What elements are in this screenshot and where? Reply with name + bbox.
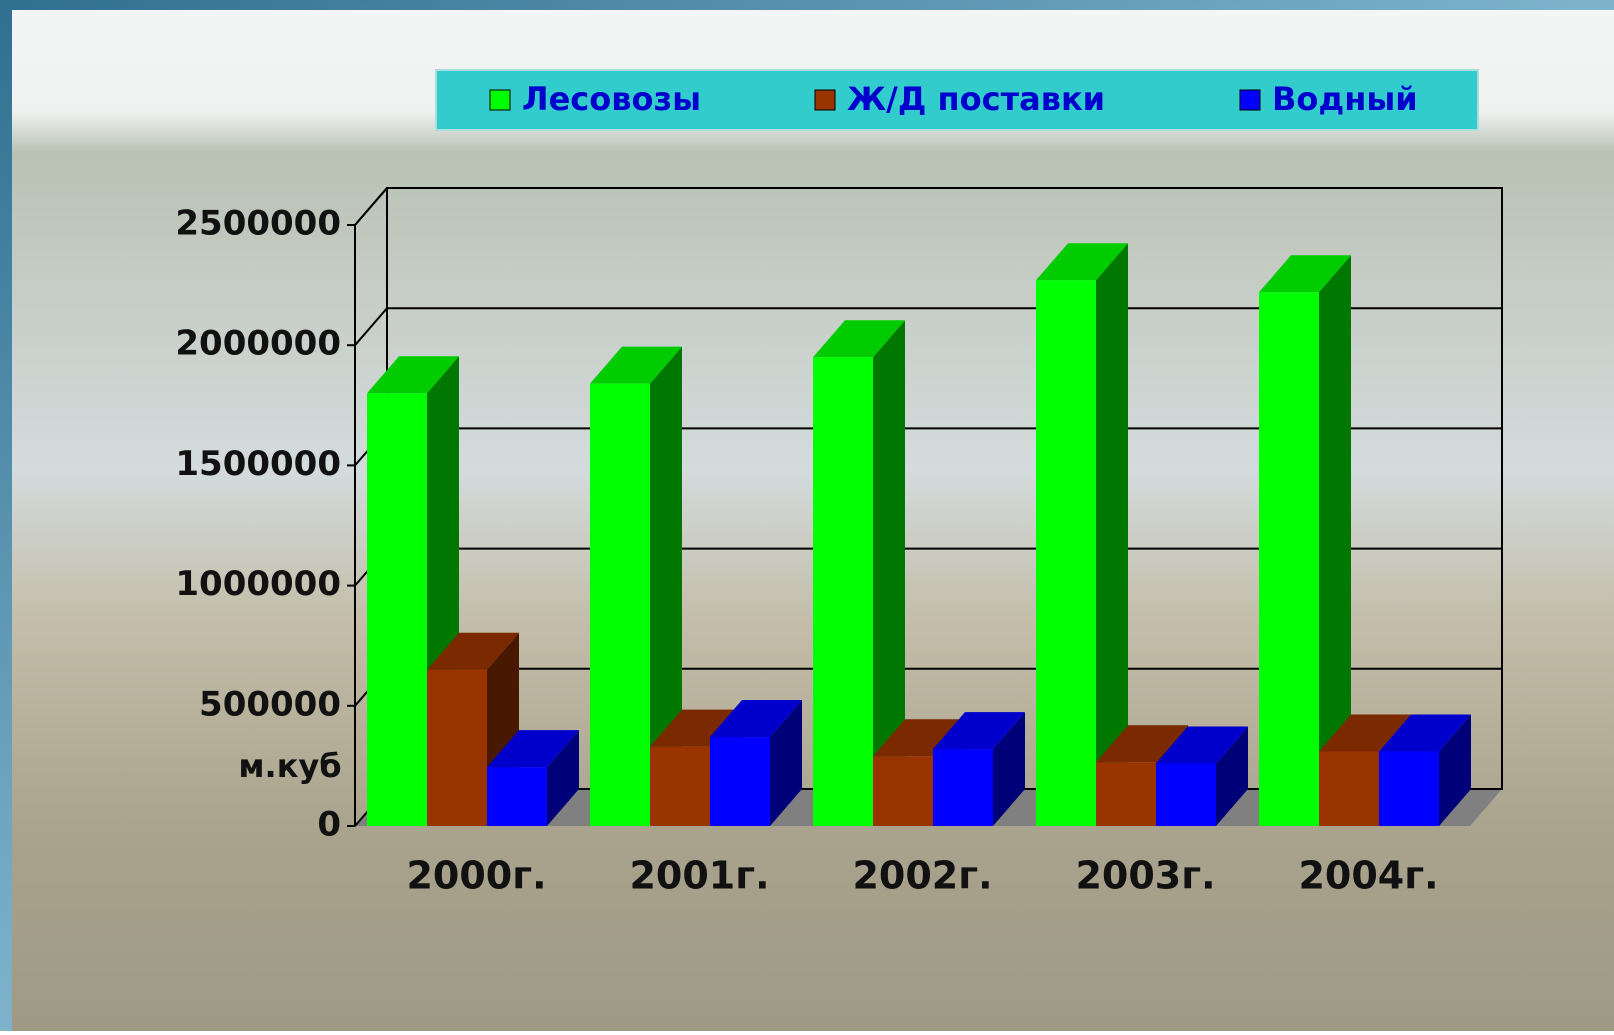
bar	[1156, 763, 1216, 826]
legend-box	[435, 69, 1479, 131]
bar	[650, 746, 710, 826]
bar	[487, 767, 547, 826]
bar-top	[1156, 726, 1248, 764]
x-tick-label: 2001г.	[629, 854, 769, 898]
y-tick-label: 1500000	[175, 444, 341, 484]
grid-line	[354, 187, 388, 226]
y-tick-label: 1000000	[175, 564, 341, 604]
y-tick-label: 500000	[199, 684, 341, 724]
legend-swatch	[1239, 89, 1261, 111]
y-axis-label: м.куб	[238, 747, 341, 785]
x-tick-label: 2002г.	[852, 854, 992, 898]
bar	[427, 669, 487, 826]
y-tick-label: 2000000	[175, 324, 341, 364]
bar	[933, 749, 993, 826]
legend-label: Водный	[1272, 80, 1418, 118]
bar	[367, 393, 427, 826]
bar-top	[1096, 725, 1188, 763]
bar-side	[1216, 726, 1248, 826]
y-tick-label: 2500000	[175, 204, 341, 244]
bar-side	[650, 346, 682, 826]
bar-top	[650, 709, 742, 747]
bar-side	[547, 730, 579, 826]
bar-top	[1036, 243, 1128, 281]
legend-label: Лесовозы	[522, 80, 701, 118]
bar-top	[487, 730, 579, 768]
bar-side	[1096, 243, 1128, 827]
bar	[1319, 751, 1379, 826]
bar	[1379, 751, 1439, 826]
bar	[1036, 280, 1096, 826]
bar-side	[1439, 714, 1471, 826]
bar	[1259, 292, 1319, 826]
bar-side	[873, 320, 905, 826]
bar-side	[1319, 255, 1351, 826]
bar	[1096, 762, 1156, 826]
x-tick-label: 2003г.	[1075, 854, 1215, 898]
x-tick-label: 2000г.	[406, 854, 546, 898]
bar-side	[770, 700, 802, 826]
bar-top	[1259, 255, 1351, 293]
bar-top	[813, 320, 905, 358]
bar-top	[873, 719, 965, 757]
bar-top	[710, 700, 802, 738]
legend-label: Ж/Д поставки	[847, 80, 1105, 118]
bar-top	[367, 356, 459, 394]
bar-top	[427, 632, 519, 670]
bar-top	[590, 346, 682, 384]
y-tick-label: 0	[317, 805, 341, 845]
x-tick-label: 2004г.	[1298, 854, 1438, 898]
bar-side	[993, 712, 1025, 826]
bar	[710, 737, 770, 826]
bar	[590, 383, 650, 826]
bar-top	[1379, 714, 1471, 752]
bar-top	[933, 712, 1025, 750]
bar	[873, 756, 933, 826]
bar-top	[1319, 714, 1411, 752]
grid-line	[354, 307, 388, 346]
legend-swatch	[489, 89, 511, 111]
bar	[813, 357, 873, 826]
legend-swatch	[814, 89, 836, 111]
